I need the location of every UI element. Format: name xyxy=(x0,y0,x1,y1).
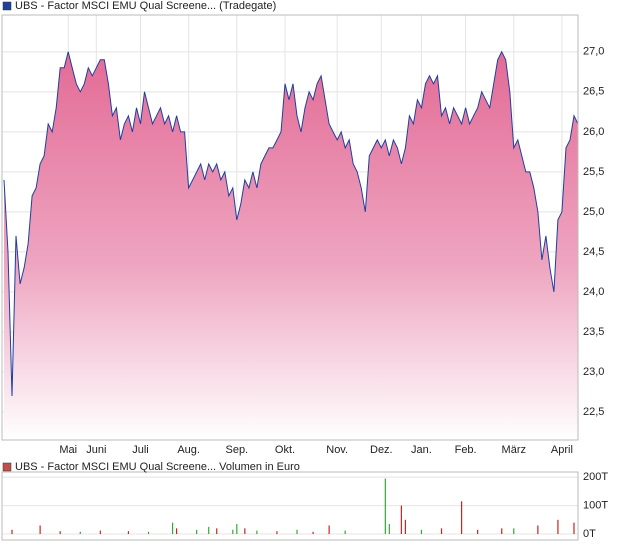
y-tick-label: 100T xyxy=(583,499,608,511)
y-tick-label: 25,0 xyxy=(583,206,604,218)
volume-bar xyxy=(328,525,330,535)
volume-bar xyxy=(296,529,298,535)
legend-label: UBS - Factor MSCI EMU Qual Screene... Vo… xyxy=(15,461,300,473)
volume-bar xyxy=(420,529,423,535)
x-tick-label: Sep. xyxy=(225,444,248,456)
volume-bar xyxy=(477,529,479,535)
volume-bar xyxy=(232,529,234,535)
volume-bar xyxy=(147,531,150,535)
volume-bar xyxy=(176,528,178,535)
volume-bar xyxy=(312,531,314,535)
volume-bar xyxy=(39,525,41,535)
volume-bar xyxy=(216,528,218,535)
volume-bar xyxy=(460,501,463,535)
volume-bar xyxy=(59,531,61,535)
price-line xyxy=(3,50,579,397)
volume-bar xyxy=(171,522,174,535)
x-tick-label: Nov. xyxy=(326,444,348,456)
y-tick-label: 22,5 xyxy=(583,406,604,418)
volume-bar xyxy=(127,531,130,535)
legend-swatch xyxy=(2,462,12,472)
plot-frame xyxy=(1,14,579,441)
y-tick-label: 26,0 xyxy=(583,126,604,138)
volume-bar xyxy=(440,528,443,535)
x-tick-label: Juni xyxy=(86,444,106,456)
volume-bar xyxy=(537,525,539,535)
volume-bar xyxy=(196,529,198,535)
plot-frame xyxy=(1,471,579,541)
volume-bar xyxy=(11,529,13,535)
x-tick-label: Aug. xyxy=(177,444,200,456)
x-tick-label: Juli xyxy=(132,444,149,456)
x-tick-label: Jan. xyxy=(411,444,432,456)
legend-swatch xyxy=(2,1,12,11)
area xyxy=(4,51,578,441)
volume-bar xyxy=(344,530,346,535)
x-tick-label: Dez. xyxy=(370,444,393,456)
x-tick-label: Mai xyxy=(59,444,77,456)
volume-bar xyxy=(276,531,278,535)
volume-bar xyxy=(384,478,386,535)
x-tick-label: Feb. xyxy=(455,444,477,456)
volume-bar xyxy=(79,531,81,535)
volume-bar xyxy=(404,519,406,535)
volume-bar xyxy=(244,528,246,535)
legend-label: UBS - Factor MSCI EMU Qual Screene... (T… xyxy=(15,0,276,12)
y-tick-label: 0T xyxy=(583,528,596,540)
volume-bar xyxy=(513,528,515,535)
volume-bar xyxy=(256,530,258,535)
volume-bar xyxy=(501,528,503,535)
y-tick-label: 24,5 xyxy=(583,246,604,258)
x-tick-label: März xyxy=(502,444,526,456)
y-tick-label: 200T xyxy=(583,471,608,483)
y-tick-label: 25,5 xyxy=(583,166,604,178)
volume-bar xyxy=(236,524,238,535)
volume-bar xyxy=(557,519,559,535)
y-tick-label: 26,5 xyxy=(583,86,604,98)
x-tick-label: April xyxy=(551,444,573,456)
x-tick-label: Okt. xyxy=(275,444,295,456)
volume-bar xyxy=(208,526,210,535)
volume-bar xyxy=(400,505,402,535)
volume-bar xyxy=(573,522,575,535)
y-tick-label: 27,0 xyxy=(583,46,604,58)
volume-bar xyxy=(388,524,390,535)
y-tick-label: 24,0 xyxy=(583,286,604,298)
y-tick-label: 23,5 xyxy=(583,326,604,338)
volume-bar xyxy=(99,530,101,535)
y-tick-label: 23,0 xyxy=(583,366,604,378)
